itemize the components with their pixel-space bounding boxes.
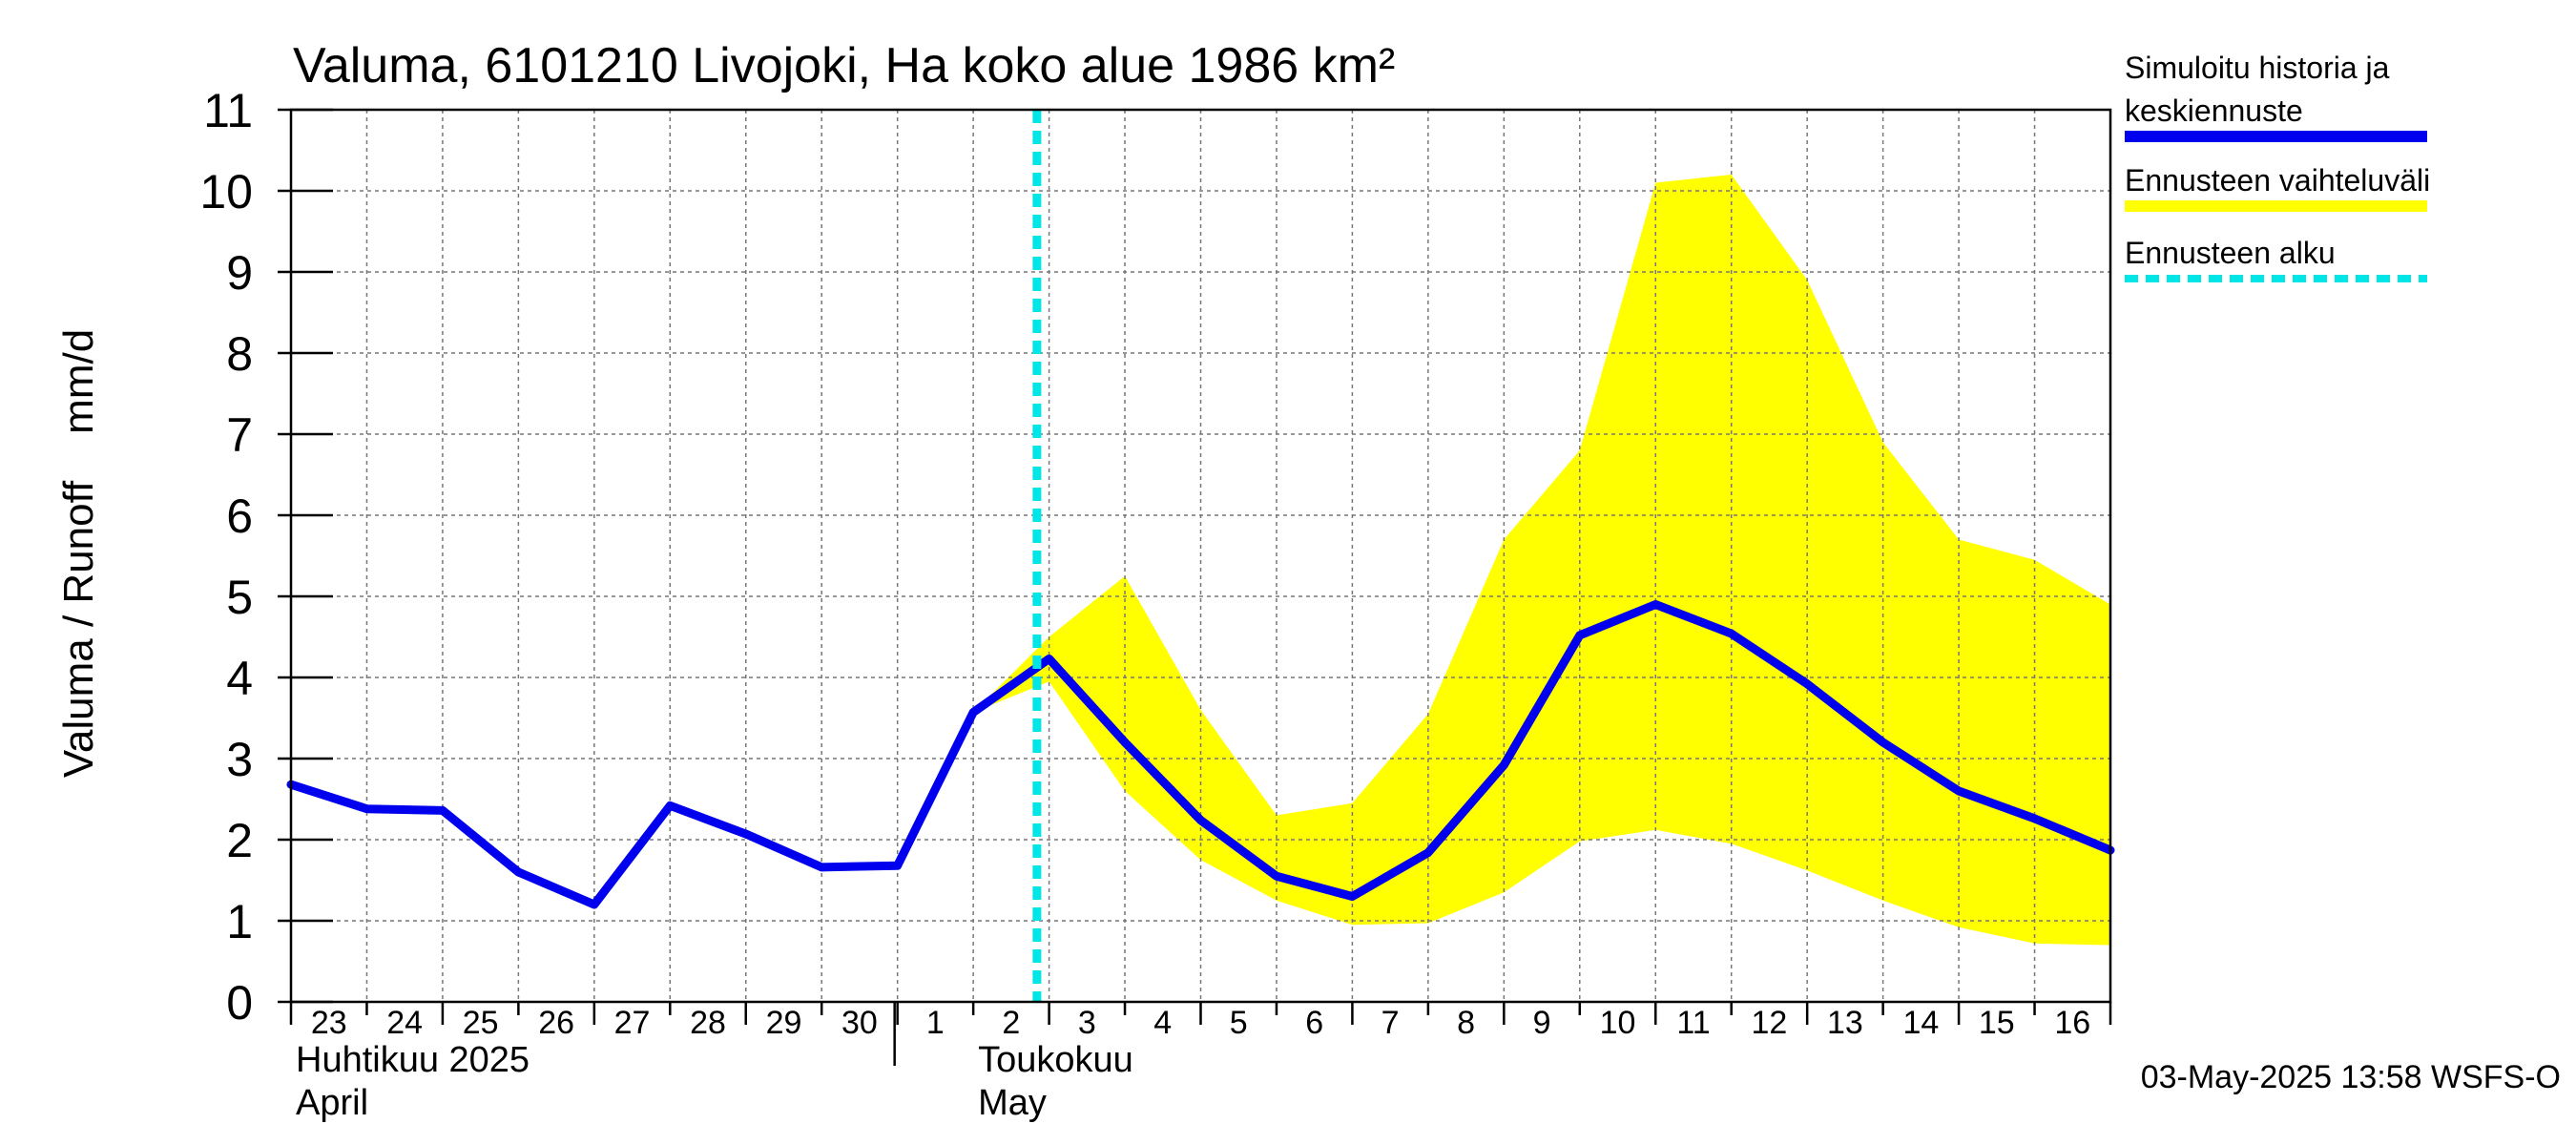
chart-title: Valuma, 6101210 Livojoki, Ha koko alue 1… [293,38,1395,94]
x-tick-label: 15 [1979,1005,2015,1041]
x-tick-label: 25 [463,1005,499,1041]
x-tick-label: 16 [2054,1005,2090,1041]
x-tick-label: 7 [1381,1005,1400,1041]
range-band-area [973,175,2110,946]
timestamp: 03-May-2025 13:58 WSFS-O [2141,1059,2561,1095]
y-tick-label: 3 [226,733,253,786]
forecast-range-band [973,175,2110,946]
x-tick-label: 3 [1078,1005,1096,1041]
y-tick-label: 5 [226,571,253,624]
legend-label: Ennusteen vaihteluväli [2125,163,2430,198]
x-tick-label: 14 [1902,1005,1939,1041]
month-label-en: April [296,1083,368,1123]
x-tick-label: 26 [538,1005,574,1041]
legend-label: keskiennuste [2125,94,2303,128]
x-tick-label: 4 [1153,1005,1172,1041]
month-label-fi: Huhtikuu 2025 [296,1040,530,1080]
legend-label: Ennusteen alku [2125,236,2336,270]
x-tick-label: 29 [766,1005,802,1041]
y-tick-label: 6 [226,489,253,543]
month-label-en: May [978,1083,1047,1123]
x-tick-label: 24 [386,1005,423,1041]
series-layer [286,110,2115,1002]
x-tick-label: 23 [311,1005,347,1041]
x-tick-label: 11 [1676,1005,1710,1041]
x-tick-label: 6 [1305,1005,1323,1041]
y-tick-label: 9 [226,246,253,300]
y-tick-label: 4 [226,652,253,705]
x-tick-label: 27 [614,1005,651,1041]
x-tick-label: 2 [1002,1005,1020,1041]
month-label-fi: Toukokuu [978,1040,1133,1080]
x-tick-label: 1 [926,1005,945,1041]
series-line-mean [286,600,2115,909]
x-tick-label: 12 [1752,1005,1788,1041]
x-tick-label: 5 [1230,1005,1248,1041]
y-tick-label: 1 [226,895,253,948]
y-tick-label: 8 [226,327,253,381]
y-tick-label: 7 [226,408,253,462]
x-tick-label: 30 [841,1005,878,1041]
x-tick-label: 13 [1827,1005,1863,1041]
y-tick-label: 2 [226,814,253,867]
grid [291,110,2110,1002]
y-axis-label: Valuma / Runoff mm/d [55,329,102,778]
y-tick-label: 0 [226,976,253,1030]
legend-label: Simuloitu historia ja [2125,51,2390,85]
x-tick-label: 8 [1457,1005,1475,1041]
y-tick-label: 10 [199,165,253,219]
legend: Simuloitu historia ja keskiennuste Ennuste… [2125,51,2430,282]
x-tick-label: 10 [1600,1005,1636,1041]
x-tick-label: 28 [690,1005,726,1041]
x-tick-label: 9 [1533,1005,1551,1041]
y-tick-label: 11 [203,84,253,137]
